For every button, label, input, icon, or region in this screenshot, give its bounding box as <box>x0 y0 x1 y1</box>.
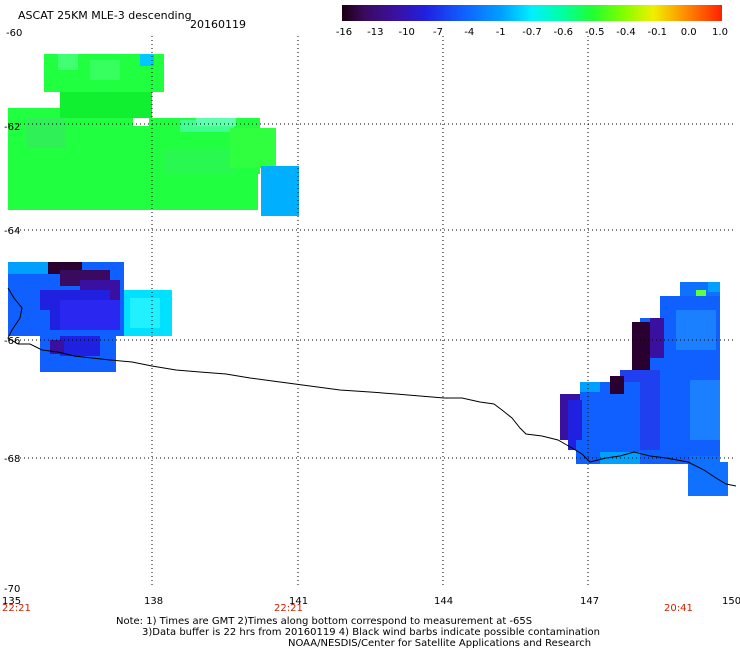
lat-labels: -60 -62 -64 -66 -68 -70 <box>4 28 22 595</box>
swath-green-north <box>8 54 299 216</box>
lon-label: 135 <box>2 596 21 607</box>
lat-label: -60 <box>6 28 22 39</box>
time-label: 20:41 <box>664 603 693 614</box>
note-line-2: 3)Data buffer is 22 hrs from 20160119 4)… <box>142 627 600 638</box>
colorbar-tick-label: -16 <box>336 27 352 38</box>
colorbar-labels: -16 -13 -10 -7 -4 -1 -0.7 -0.6 -0.5 -0.4 -0.1 0.0 1.… <box>336 27 728 38</box>
lon-label: 150 <box>722 596 740 607</box>
time-label: 22:21 <box>2 603 31 614</box>
colorbar-gradient <box>342 5 722 21</box>
lon-label: 141 <box>289 596 308 607</box>
lon-labels: 135 138 141 144 147 150 <box>2 596 740 607</box>
lon-label: 138 <box>144 596 163 607</box>
note-line-3: NOAA/NESDIS/Center for Satellite Applica… <box>288 638 592 649</box>
lat-label: -70 <box>4 584 20 595</box>
colorbar-tick-label: -0.5 <box>585 27 605 38</box>
time-label: 22:21 <box>274 603 303 614</box>
coastline <box>7 287 737 487</box>
colorbar-tick-label: -10 <box>399 27 415 38</box>
product-title: ASCAT 25KM MLE-3 descending <box>18 9 192 22</box>
colorbar-tick-label: -0.4 <box>616 27 636 38</box>
product-date: 20160119 <box>190 18 246 31</box>
colorbar-tick-label: -1 <box>496 27 506 38</box>
note-line-1: Note: 1) Times are GMT 2)Times along bot… <box>116 616 533 627</box>
lat-label: -64 <box>4 226 20 237</box>
colorbar-tick-label: -7 <box>433 27 443 38</box>
swath-blue-west <box>8 262 172 372</box>
colorbar: -16 -13 -10 -7 -4 -1 -0.7 -0.6 -0.5 -0.4 -0.1 0.0 1.… <box>336 5 728 38</box>
grid-lines <box>8 36 736 588</box>
colorbar-tick-label: -0.7 <box>522 27 542 38</box>
colorbar-tick-label: -4 <box>464 27 474 38</box>
data-swaths <box>8 54 728 496</box>
time-labels: 22:21 22:21 20:41 <box>2 603 693 614</box>
colorbar-tick-label: -0.6 <box>554 27 574 38</box>
lat-label: -66 <box>4 336 20 347</box>
lat-label: -62 <box>4 122 20 133</box>
lon-label: 147 <box>580 596 599 607</box>
lon-label: 144 <box>434 596 453 607</box>
colorbar-tick-label: 1.0 <box>712 27 728 38</box>
colorbar-tick-label: 0.0 <box>681 27 697 38</box>
swath-blue-east <box>560 282 728 496</box>
colorbar-tick-label: -0.1 <box>648 27 668 38</box>
colorbar-tick-label: -13 <box>367 27 383 38</box>
lat-label: -68 <box>4 454 20 465</box>
